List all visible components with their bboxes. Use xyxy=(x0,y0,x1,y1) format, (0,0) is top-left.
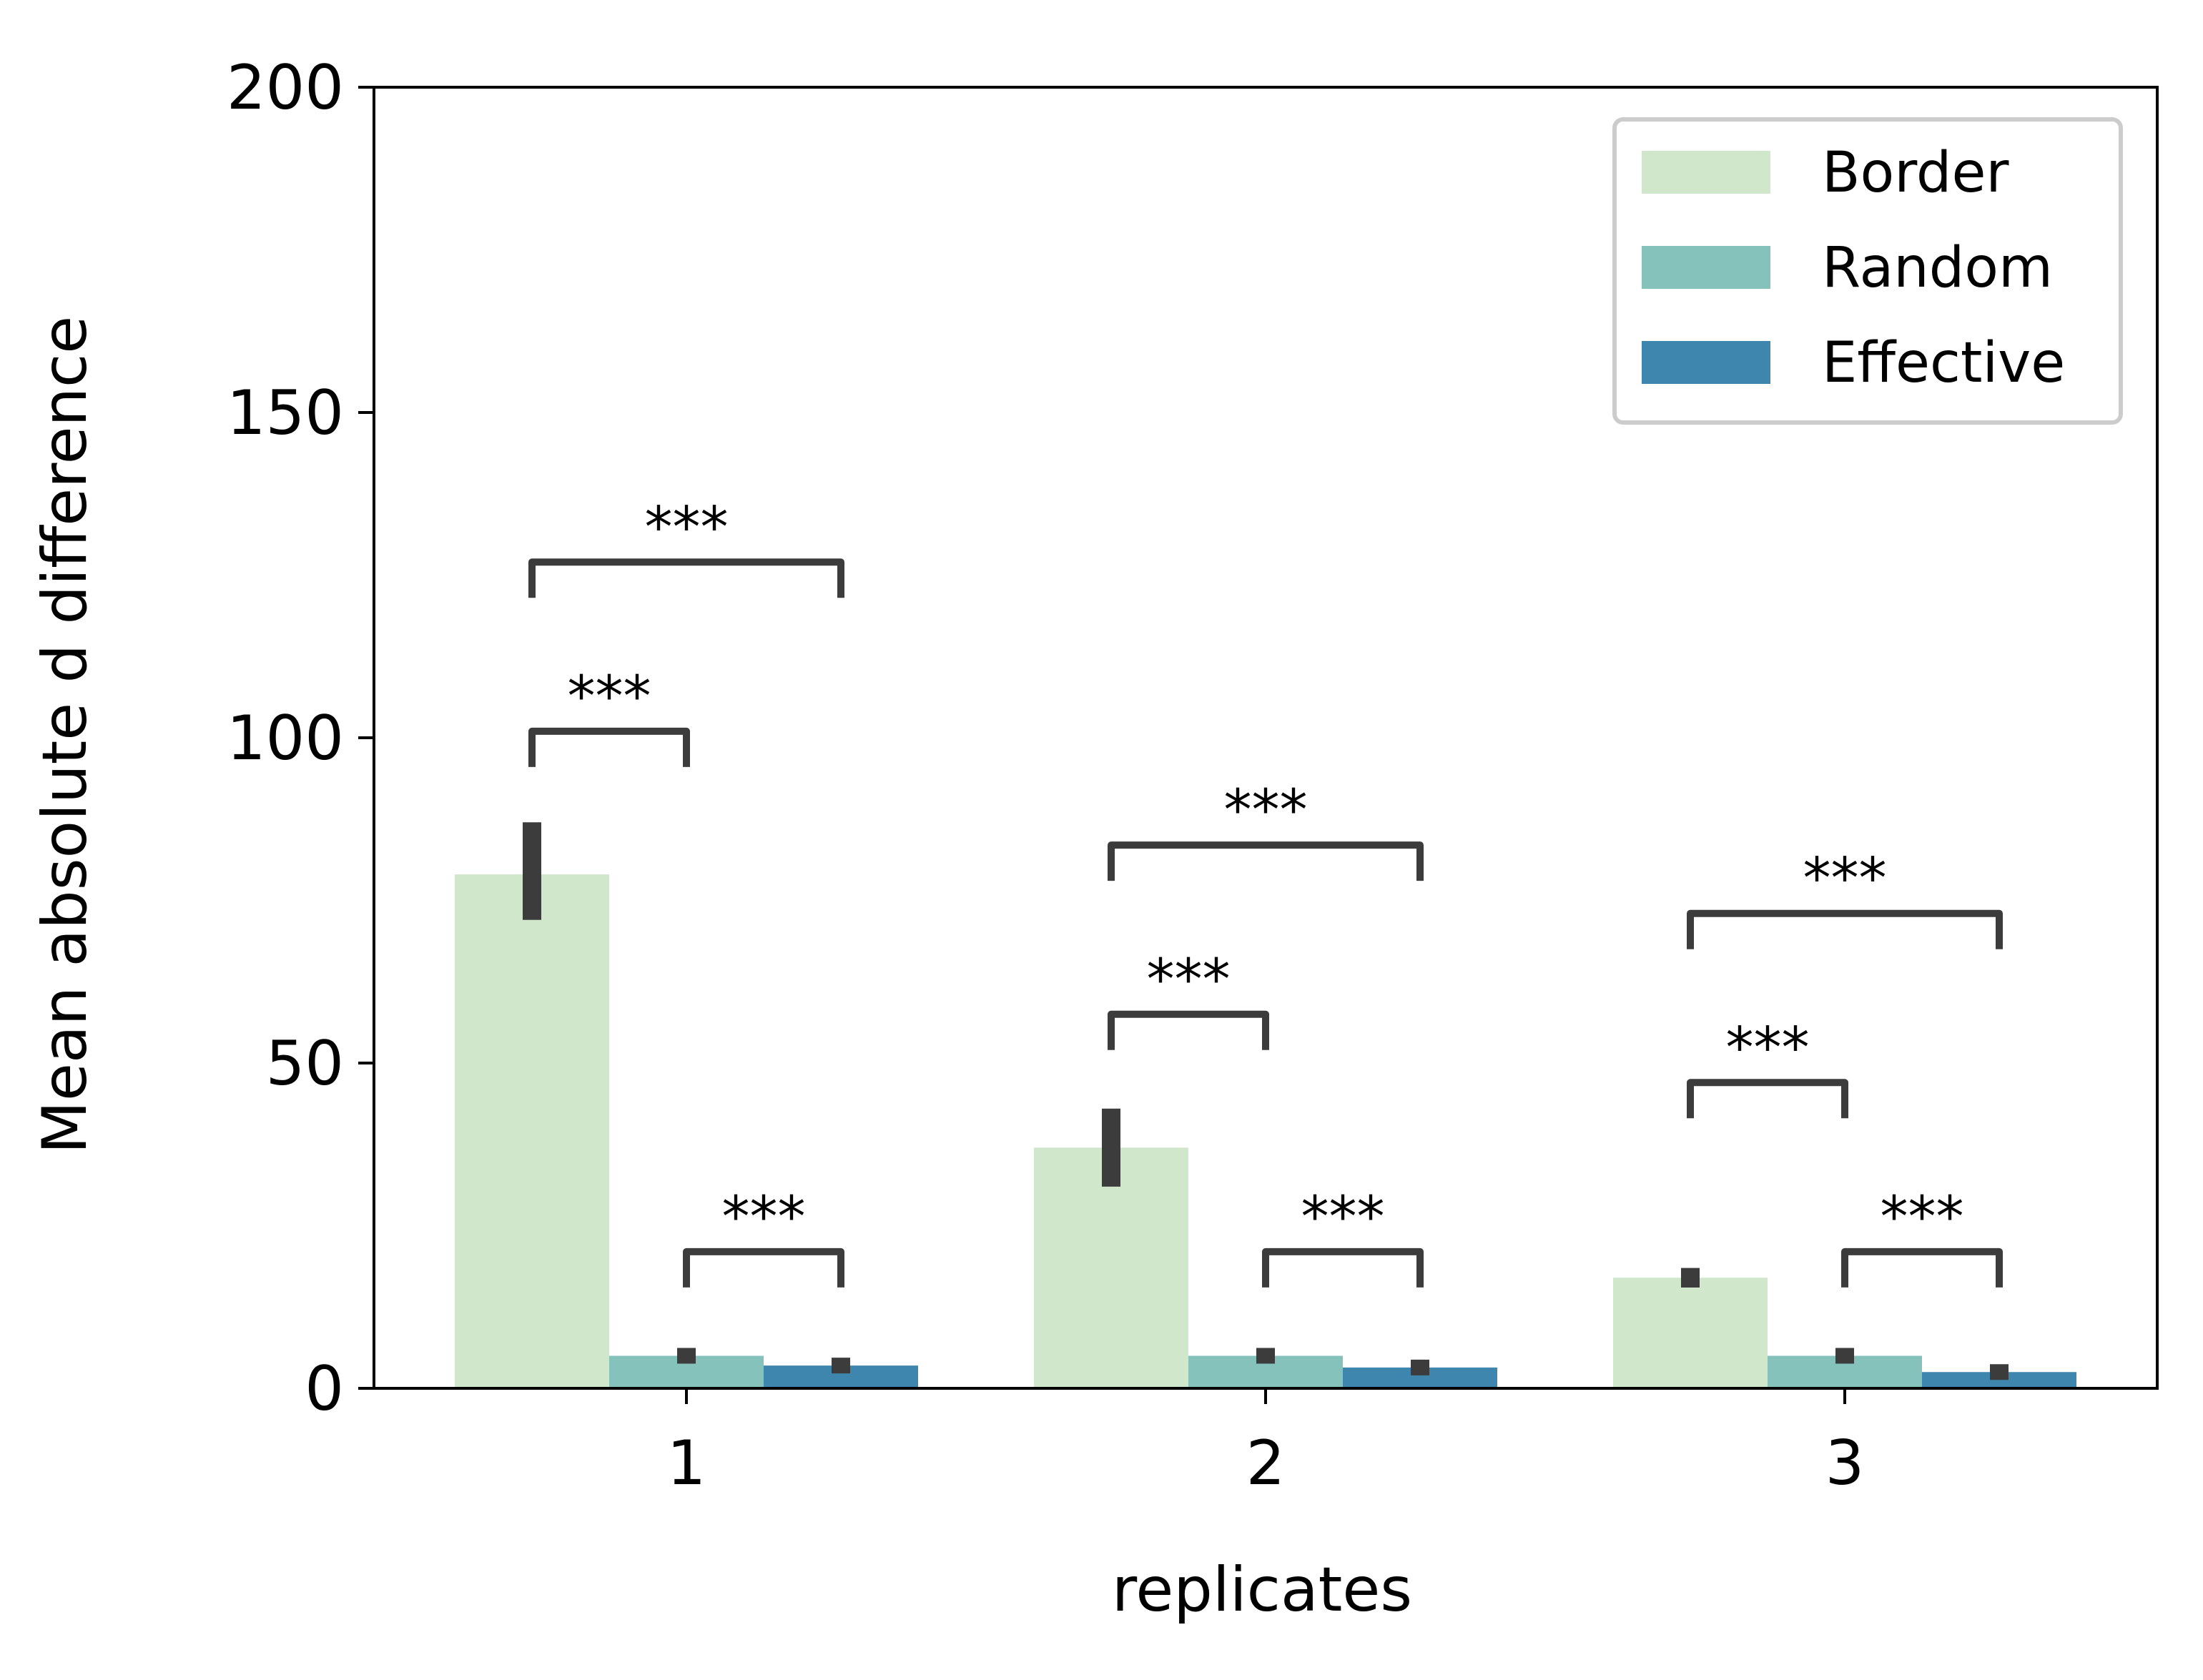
significance-bracket xyxy=(1687,909,2003,949)
significance-label: *** xyxy=(645,495,729,560)
bar-border-2 xyxy=(1034,1147,1188,1388)
significance-bracket xyxy=(683,1247,844,1288)
axes: 0 50 100 150 200 1 2 3 xyxy=(227,52,2159,1499)
significance-label: *** xyxy=(1147,948,1231,1012)
significance-bracket xyxy=(1108,1010,1269,1050)
significance-bracket xyxy=(1108,841,1424,881)
legend-swatch-effective xyxy=(1642,341,1770,384)
y-axis-label: Mean absolute d difference xyxy=(29,316,101,1154)
significance-bracket xyxy=(1262,1247,1424,1288)
significance-label: *** xyxy=(568,665,651,729)
y-tick-label: 200 xyxy=(227,52,344,124)
legend-label-random: Random xyxy=(1822,236,2053,300)
y-tick-label: 0 xyxy=(305,1353,344,1425)
y-tick-label: 150 xyxy=(227,377,344,449)
legend-swatch-border xyxy=(1642,151,1770,194)
significance-bracket xyxy=(528,558,844,598)
significance-bracket xyxy=(1687,1079,1848,1119)
legend: Border Random Effective xyxy=(1612,117,2123,425)
significance-bracket xyxy=(528,727,690,767)
significance-label: *** xyxy=(722,1185,806,1250)
significance-label: *** xyxy=(1881,1185,1964,1250)
bar-border-3 xyxy=(1613,1278,1768,1388)
plot-area: *** *** *** *** *** *** *** *** *** xyxy=(455,495,2076,1388)
y-tick-label: 50 xyxy=(266,1028,344,1100)
bar-border-1 xyxy=(455,874,609,1388)
x-axis-label: replicates xyxy=(1112,1554,1412,1626)
significance-bracket xyxy=(1841,1247,2003,1288)
x-tick-label: 2 xyxy=(1246,1428,1286,1499)
bar-effective-3 xyxy=(1922,1372,2076,1388)
legend-label-border: Border xyxy=(1822,141,2009,205)
legend-swatch-random xyxy=(1642,246,1770,289)
significance-label: *** xyxy=(1301,1185,1385,1250)
significance-label: *** xyxy=(1224,779,1308,843)
significance-label: *** xyxy=(1726,1016,1810,1080)
y-tick-label: 100 xyxy=(227,703,344,774)
significance-label: *** xyxy=(1803,847,1887,911)
x-tick-label: 1 xyxy=(667,1428,706,1499)
legend-label-effective: Effective xyxy=(1822,331,2065,395)
x-tick-label: 3 xyxy=(1825,1428,1865,1499)
